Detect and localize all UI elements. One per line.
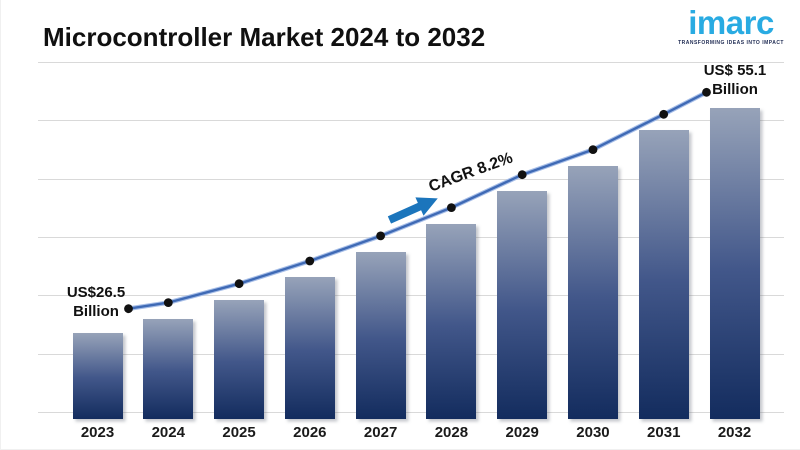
bar-2023 (72, 332, 123, 419)
bar-2029 (497, 190, 548, 419)
line-marker-2031 (659, 109, 669, 119)
imarc-logo: imarc TRANSFORMING IDEAS INTO IMPACT (678, 6, 784, 46)
line-marker-2025 (234, 279, 244, 289)
x-label-2026: 2026 (293, 424, 327, 441)
line-marker-2026 (305, 256, 315, 266)
end-value-label: US$ 55.1 Billion (703, 62, 767, 98)
x-label-2030: 2030 (576, 424, 610, 441)
gridline (38, 120, 784, 121)
line-marker-2027 (376, 231, 385, 241)
cagr-arrow-icon (387, 197, 438, 224)
x-label-2025: 2025 (222, 424, 256, 441)
bar-2025 (214, 299, 265, 419)
x-label-2032: 2032 (717, 424, 752, 441)
bar-2024 (143, 318, 194, 419)
x-label-2029: 2029 (505, 424, 539, 441)
x-label-2031: 2031 (647, 424, 681, 441)
gridline (38, 354, 784, 355)
bar-2028 (426, 223, 477, 419)
line-marker-2030 (588, 145, 598, 155)
x-label-2023: 2023 (80, 424, 115, 441)
bar-2031 (638, 130, 689, 419)
gridline (38, 62, 784, 63)
line-marker-2028 (447, 203, 456, 213)
bar-2030 (567, 165, 618, 419)
x-label-2028: 2028 (434, 424, 469, 441)
bar-2027 (355, 251, 406, 419)
bar-2032 (709, 108, 760, 419)
line-marker-2024 (163, 298, 173, 307)
start-value-label: US$26.5 Billion (66, 284, 126, 320)
x-label-2024: 2024 (151, 424, 185, 441)
line-marker-2029 (517, 170, 527, 180)
chart-title: Microcontroller Market 2024 to 2032 (43, 22, 486, 52)
x-label-2027: 2027 (363, 424, 398, 441)
imarc-logo-tagline: TRANSFORMING IDEAS INTO IMPACT (678, 40, 784, 46)
bar-2026 (284, 277, 335, 419)
gridline (38, 412, 784, 413)
imarc-logo-text: imarc (688, 4, 774, 41)
